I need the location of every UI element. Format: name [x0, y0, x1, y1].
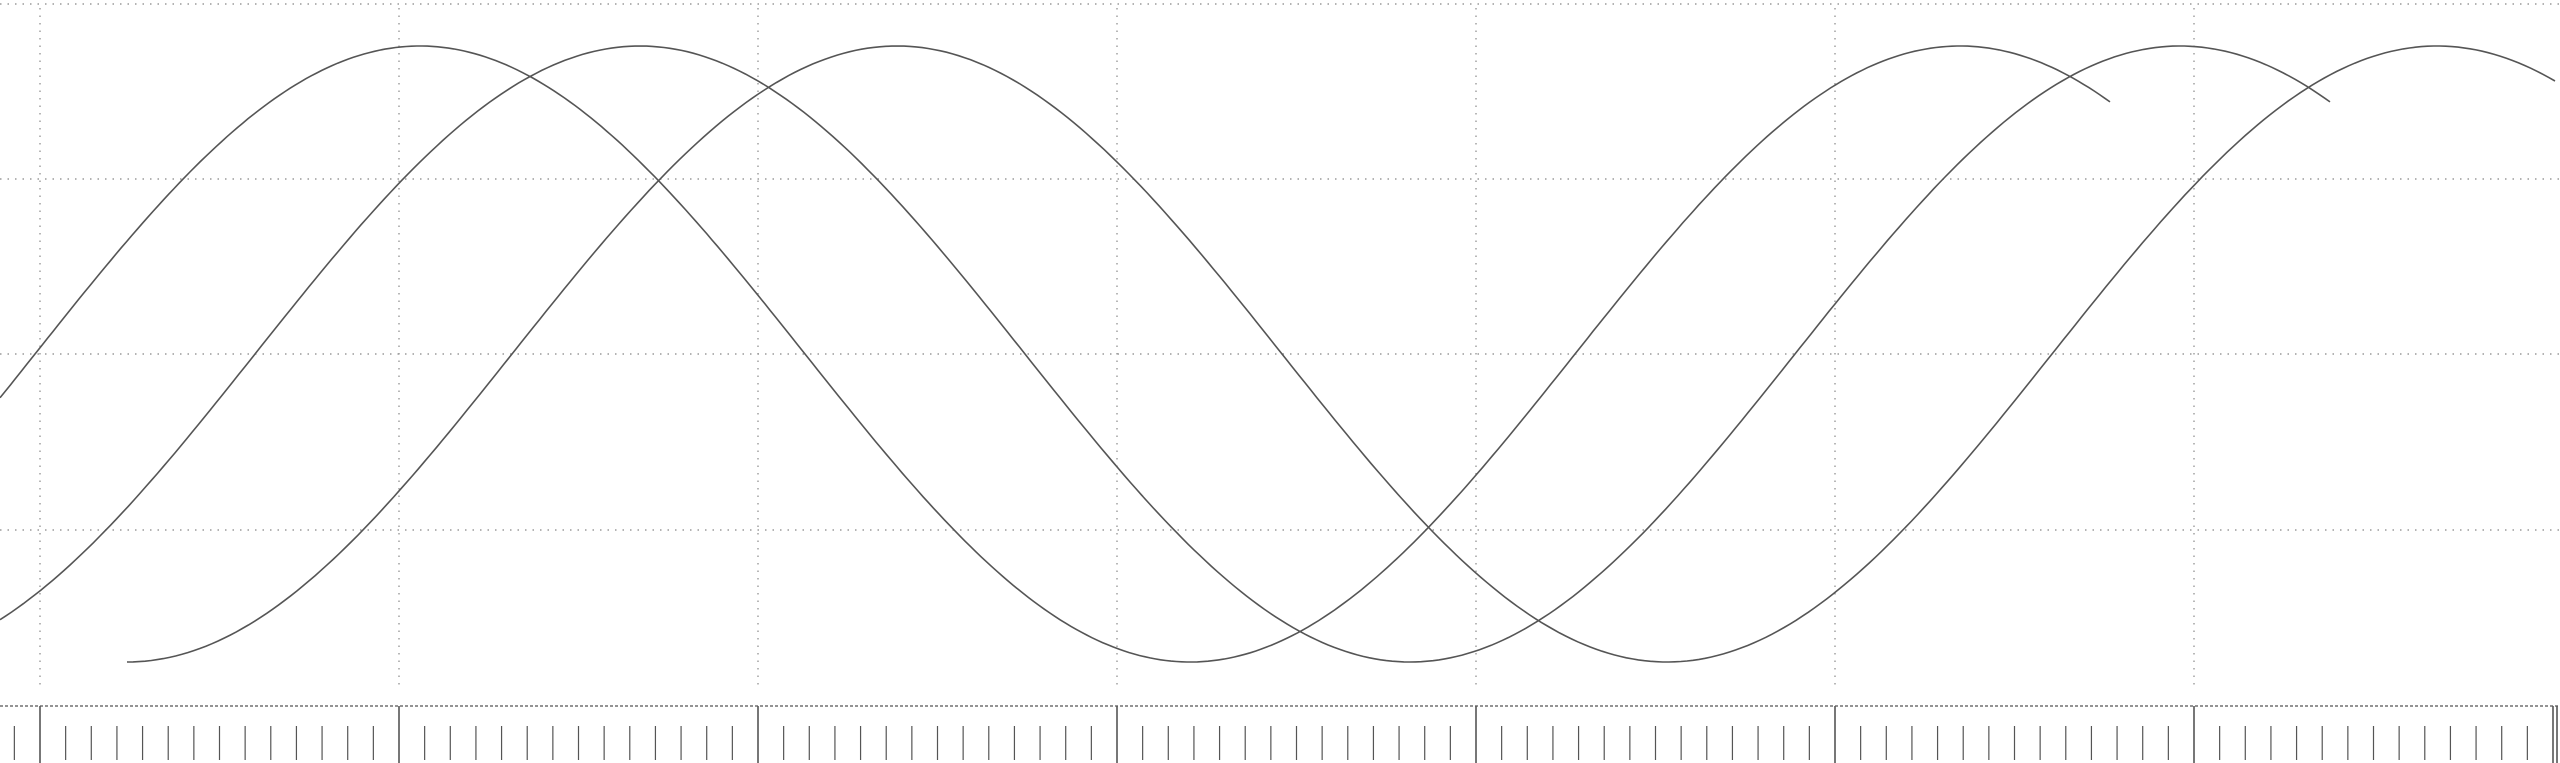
series-curves — [0, 45, 2556, 663]
grid-lines — [0, 3, 2560, 690]
series-line-0 — [0, 45, 2111, 663]
series-line-1 — [0, 45, 2331, 663]
series-line-2 — [126, 45, 2556, 663]
x-axis-ruler — [0, 705, 2560, 763]
